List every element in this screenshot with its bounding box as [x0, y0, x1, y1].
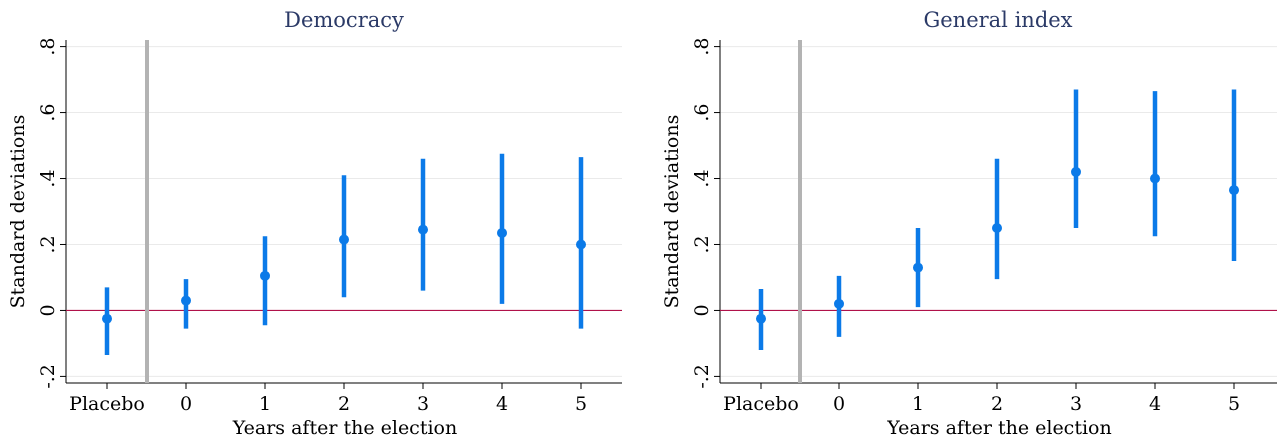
y-tick-label: .6	[37, 103, 59, 121]
y-tick-label: .4	[691, 169, 713, 187]
x-tick-label: 5	[1228, 393, 1240, 415]
y-tick-label: .4	[37, 169, 59, 187]
x-axis-title: Years after the election	[886, 417, 1111, 439]
point-estimate	[102, 313, 112, 324]
point-estimate	[834, 298, 844, 309]
point-estimate	[418, 224, 428, 235]
point-estimate	[339, 234, 349, 245]
y-tick-label: .6	[691, 103, 713, 121]
x-tick-label: 5	[575, 393, 587, 415]
x-tick-label: 2	[338, 393, 350, 415]
point-estimate	[260, 270, 270, 281]
y-tick-label: .2	[691, 235, 713, 253]
y-axis-title: Standard deviations	[7, 115, 29, 309]
x-tick-label: 1	[259, 393, 271, 415]
chart-title: Democracy	[284, 8, 404, 32]
x-tick-label: 0	[180, 393, 192, 415]
chart-title: General index	[923, 8, 1072, 32]
point-estimate	[181, 295, 191, 306]
point-estimate	[1150, 173, 1160, 184]
point-estimate	[756, 313, 766, 324]
point-estimate	[576, 239, 586, 250]
y-tick-label: .8	[37, 38, 59, 56]
point-estimate	[913, 262, 923, 273]
point-estimate	[497, 227, 507, 238]
x-tick-label: 2	[991, 393, 1003, 415]
x-axis-title: Years after the election	[232, 417, 457, 439]
y-tick-label: -.2	[37, 364, 59, 389]
panel-general-index: -.2 0 .2 .4 .6 .8 Placebo 0 1 2 3 4 5 General index Ye…	[661, 8, 1277, 439]
y-axis-title: Standard deviations	[661, 115, 683, 309]
y-tick-label: .8	[691, 38, 713, 56]
x-tick-label: Placebo	[723, 393, 799, 415]
x-tick-label: 4	[496, 393, 508, 415]
y-tick-label: .2	[37, 235, 59, 253]
x-tick-label: 4	[1149, 393, 1161, 415]
panel-democracy: -.2 0 .2 .4 .6 .8 Placebo 0 1 2 3 4 5 Democracy Years …	[7, 8, 622, 439]
x-tick-label: 0	[833, 393, 845, 415]
point-estimate	[1071, 166, 1081, 177]
x-tick-label: 3	[1070, 393, 1082, 415]
x-tick-label: 1	[912, 393, 924, 415]
point-estimate	[992, 222, 1002, 233]
y-tick-label: 0	[37, 304, 59, 316]
y-tick-label: -.2	[691, 364, 713, 389]
x-tick-label: Placebo	[69, 393, 145, 415]
point-estimate	[1229, 185, 1239, 196]
y-tick-label: 0	[691, 304, 713, 316]
x-tick-label: 3	[417, 393, 429, 415]
